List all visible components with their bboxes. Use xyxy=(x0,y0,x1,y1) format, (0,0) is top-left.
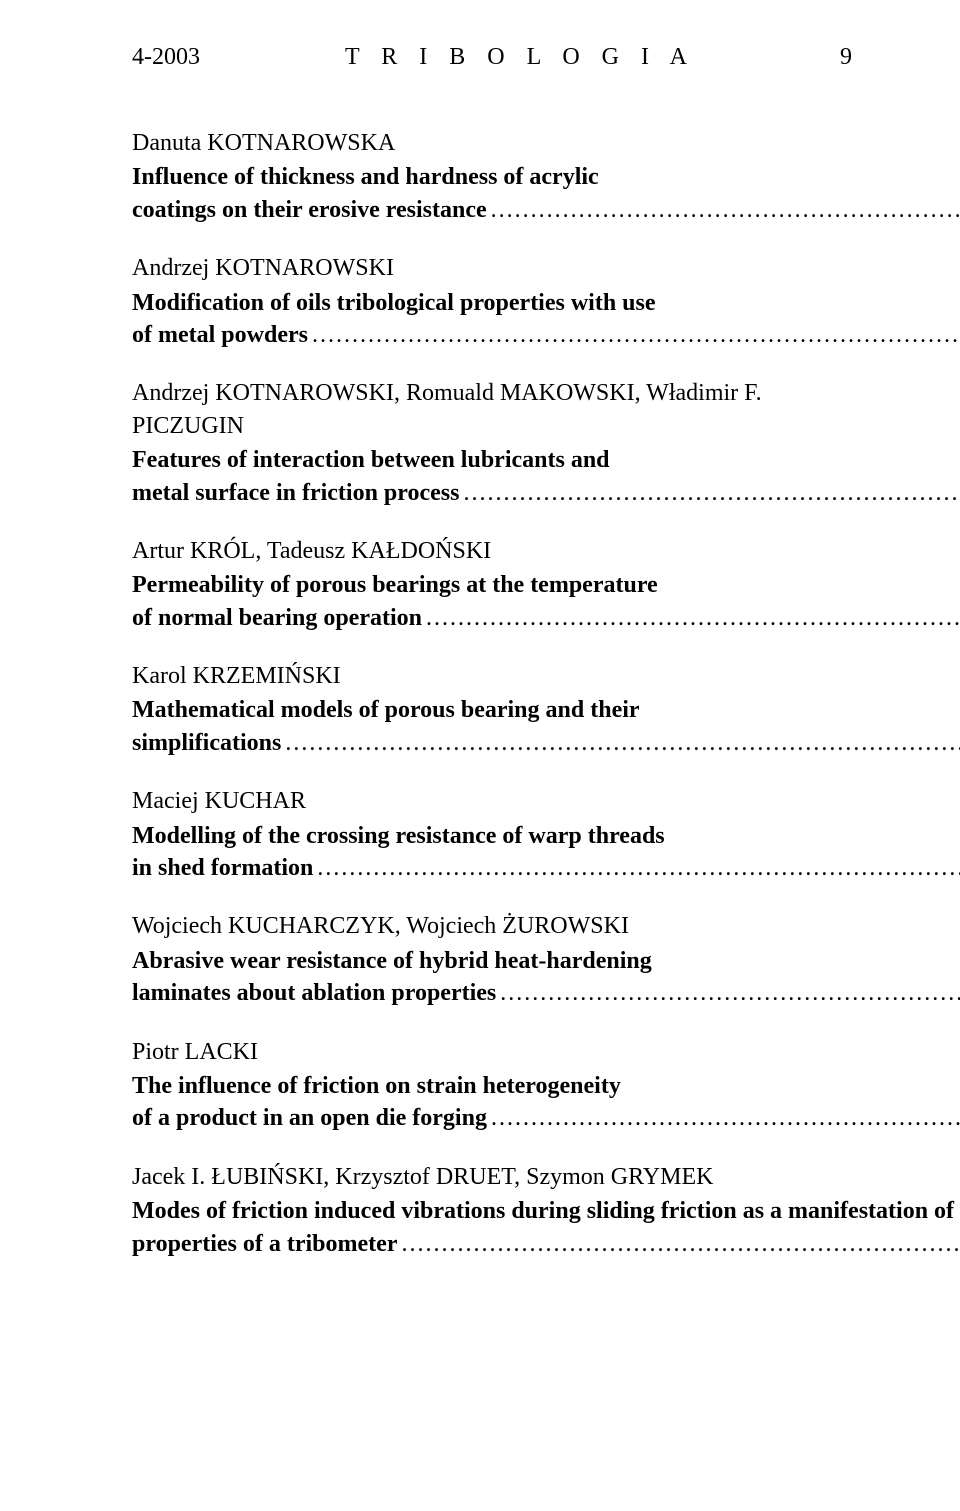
entry-authors: Karol KRZEMIŃSKI xyxy=(132,660,852,692)
toc-entry: Jacek I. ŁUBIŃSKI, Krzysztof DRUET, Szym… xyxy=(132,1161,852,1260)
entry-title-row: The influence of friction on strain hete… xyxy=(132,1070,852,1135)
header-left: 4-2003 xyxy=(132,44,200,71)
dot-leaders xyxy=(487,1102,960,1134)
entry-title-last: in shed formation xyxy=(132,852,313,884)
entry-title-pre: The influence of friction on strain hete… xyxy=(132,1070,960,1102)
toc-entry: Andrzej KOTNAROWSKI, Romuald MAKOWSKI, W… xyxy=(132,377,852,509)
entry-title: Abrasive wear resistance of hybrid heat-… xyxy=(132,945,960,1010)
entry-title-last: of a product in an open die forging xyxy=(132,1102,487,1134)
dot-leaders xyxy=(422,602,960,634)
toc-page: 4-2003 T R I B O L O G I A 9 Danuta KOTN… xyxy=(0,0,960,1511)
dot-leaders xyxy=(397,1228,960,1260)
entry-title-pre: Abrasive wear resistance of hybrid heat-… xyxy=(132,945,960,977)
entry-title-row: Modification of oils tribological proper… xyxy=(132,287,852,352)
toc-entry: Wojciech KUCHARCZYK, Wojciech ŻUROWSKI A… xyxy=(132,910,852,1009)
dot-leaders xyxy=(487,194,960,226)
entry-title-last: laminates about ablation properties xyxy=(132,977,496,1009)
entry-authors: Artur KRÓL, Tadeusz KAŁDOŃSKI xyxy=(132,535,852,567)
entry-title-row: Permeability of porous bearings at the t… xyxy=(132,569,852,634)
entry-title: The influence of friction on strain hete… xyxy=(132,1070,960,1135)
entry-authors: Piotr LACKI xyxy=(132,1036,852,1068)
toc-entry: Karol KRZEMIŃSKI Mathematical models of … xyxy=(132,660,852,759)
toc-entry: Piotr LACKI The influence of friction on… xyxy=(132,1036,852,1135)
entry-title-last: of metal powders xyxy=(132,319,308,351)
toc-entry: Maciej KUCHAR Modelling of the crossing … xyxy=(132,785,852,884)
entry-title-last: metal surface in friction process xyxy=(132,477,459,509)
entry-title-pre: Features of interaction between lubrican… xyxy=(132,444,960,476)
header-right: 9 xyxy=(840,44,852,71)
entry-authors: Danuta KOTNAROWSKA xyxy=(132,127,852,159)
entry-title: Permeability of porous bearings at the t… xyxy=(132,569,960,634)
toc-entry: Andrzej KOTNAROWSKI Modification of oils… xyxy=(132,252,852,351)
entry-title-pre: Influence of thickness and hardness of a… xyxy=(132,161,960,193)
header-center: T R I B O L O G I A xyxy=(345,44,695,71)
entry-title-last: coatings on their erosive resistance xyxy=(132,194,487,226)
entry-title-pre: Modelling of the crossing resistance of … xyxy=(132,820,960,852)
entry-title-last: simplifications xyxy=(132,727,281,759)
toc-entry: Danuta KOTNAROWSKA Influence of thicknes… xyxy=(132,127,852,226)
toc-entries: Danuta KOTNAROWSKA Influence of thicknes… xyxy=(132,127,852,1260)
dot-leaders xyxy=(308,319,960,351)
entry-title-pre: Modification of oils tribological proper… xyxy=(132,287,960,319)
entry-title: Mathematical models of porous bearing an… xyxy=(132,694,960,759)
entry-authors: Andrzej KOTNAROWSKI xyxy=(132,252,852,284)
entry-title-row: Features of interaction between lubrican… xyxy=(132,444,852,509)
entry-title: Features of interaction between lubrican… xyxy=(132,444,960,509)
entry-title-pre: Modes of friction induced vibrations dur… xyxy=(132,1195,960,1227)
entry-authors: Wojciech KUCHARCZYK, Wojciech ŻUROWSKI xyxy=(132,910,852,942)
toc-entry: Artur KRÓL, Tadeusz KAŁDOŃSKI Permeabili… xyxy=(132,535,852,634)
dot-leaders xyxy=(313,852,960,884)
entry-title-row: Mathematical models of porous bearing an… xyxy=(132,694,852,759)
entry-title-row: Influence of thickness and hardness of a… xyxy=(132,161,852,226)
entry-authors: Andrzej KOTNAROWSKI, Romuald MAKOWSKI, W… xyxy=(132,377,852,442)
dot-leaders xyxy=(459,477,960,509)
entry-title-last: properties of a tribometer xyxy=(132,1228,397,1260)
entry-title-pre: Mathematical models of porous bearing an… xyxy=(132,694,960,726)
entry-title-row: Modes of friction induced vibrations dur… xyxy=(132,1195,852,1260)
entry-authors: Jacek I. ŁUBIŃSKI, Krzysztof DRUET, Szym… xyxy=(132,1161,852,1193)
entry-title-row: Modelling of the crossing resistance of … xyxy=(132,820,852,885)
dot-leaders xyxy=(281,727,960,759)
dot-leaders xyxy=(496,977,960,1009)
running-header: 4-2003 T R I B O L O G I A 9 xyxy=(132,44,852,71)
entry-title: Influence of thickness and hardness of a… xyxy=(132,161,960,226)
entry-title: Modification of oils tribological proper… xyxy=(132,287,960,352)
entry-title-row: Abrasive wear resistance of hybrid heat-… xyxy=(132,945,852,1010)
entry-title: Modelling of the crossing resistance of … xyxy=(132,820,960,885)
entry-title-pre: Permeability of porous bearings at the t… xyxy=(132,569,960,601)
entry-authors: Maciej KUCHAR xyxy=(132,785,852,817)
entry-title-last: of normal bearing operation xyxy=(132,602,422,634)
entry-title: Modes of friction induced vibrations dur… xyxy=(132,1195,960,1260)
